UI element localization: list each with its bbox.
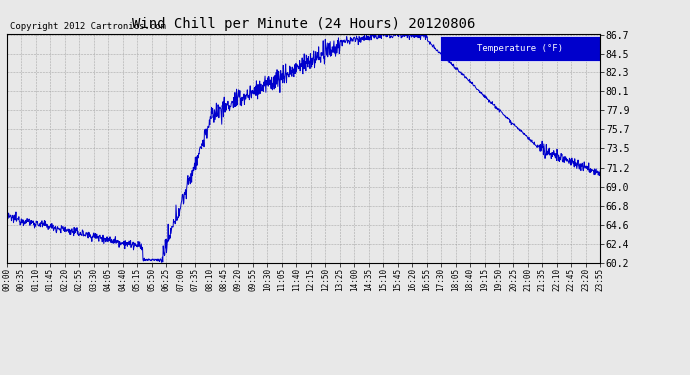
FancyBboxPatch shape bbox=[440, 36, 600, 61]
Title: Wind Chill per Minute (24 Hours) 20120806: Wind Chill per Minute (24 Hours) 2012080… bbox=[132, 17, 475, 31]
Text: Temperature (°F): Temperature (°F) bbox=[477, 44, 563, 53]
Text: Copyright 2012 Cartronics.com: Copyright 2012 Cartronics.com bbox=[10, 22, 166, 32]
